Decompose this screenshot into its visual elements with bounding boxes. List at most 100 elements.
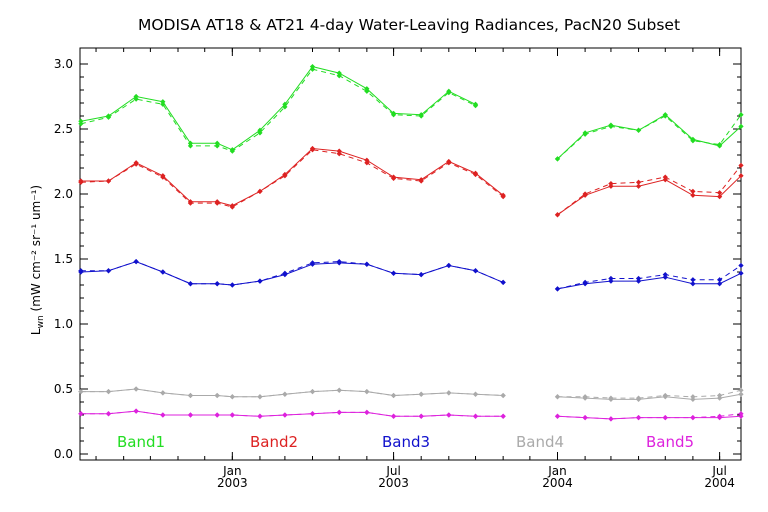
- series-band1: [78, 63, 744, 162]
- point-at21: [738, 162, 744, 169]
- point-at21: [418, 413, 424, 419]
- x-tick-year: 2003: [217, 476, 248, 490]
- point-at21: [78, 411, 84, 417]
- point-at21: [738, 411, 744, 417]
- point-at21: [133, 408, 139, 414]
- point-at18: [738, 391, 744, 397]
- point-at21: [105, 178, 112, 184]
- point-at21: [364, 88, 370, 94]
- y-axis-label-units: (mW cm⁻² sr⁻¹ um⁻¹): [29, 185, 43, 312]
- point-at21: [229, 394, 235, 400]
- point-at21: [554, 413, 561, 419]
- y-axis-label: Lwn (mW cm⁻² sr⁻¹ um⁻¹): [29, 185, 46, 335]
- point-at21: [418, 113, 424, 119]
- point-at21: [282, 104, 288, 110]
- point-at21: [690, 188, 696, 195]
- point-at21: [78, 268, 84, 274]
- point-at21: [364, 160, 370, 166]
- point-at21: [500, 193, 506, 200]
- point-at21: [446, 262, 452, 269]
- point-at21: [229, 204, 235, 210]
- point-at21: [105, 114, 112, 120]
- series-line-at21: [80, 410, 742, 420]
- point-at21: [78, 121, 84, 127]
- point-at21: [257, 188, 263, 195]
- legend-item-band2: Band2: [250, 433, 298, 451]
- point-at21: [472, 171, 479, 178]
- point-at21: [716, 277, 723, 283]
- point-at21: [554, 286, 561, 292]
- point-at21: [160, 412, 166, 418]
- series-line-at21: [80, 388, 742, 399]
- point-at18: [635, 183, 642, 189]
- point-at21: [554, 212, 561, 218]
- point-at21: [500, 413, 506, 419]
- point-at21: [282, 391, 288, 397]
- point-at21: [187, 200, 194, 206]
- point-at21: [582, 414, 588, 421]
- point-at21: [635, 414, 642, 421]
- point-at21: [446, 412, 452, 418]
- point-at21: [187, 412, 194, 418]
- point-at21: [336, 387, 342, 393]
- x-tick-month: Jan: [222, 464, 242, 478]
- y-tick-label: 0.5: [54, 382, 73, 396]
- point-at21: [257, 130, 263, 136]
- point-at21: [608, 275, 614, 282]
- point-at21: [105, 388, 112, 395]
- point-at21: [160, 101, 166, 107]
- point-at21: [390, 413, 397, 419]
- y-axis-label-sub: wn: [36, 315, 46, 328]
- point-at21: [472, 268, 479, 274]
- point-at21: [635, 275, 642, 282]
- point-at21: [554, 156, 561, 162]
- x-tick-month: Jan: [547, 464, 567, 478]
- point-at21: [446, 390, 452, 396]
- series-line-at21: [80, 68, 742, 160]
- legend: Band1 Band2 Band3 Band4 Band5: [117, 433, 694, 451]
- point-at21: [716, 190, 723, 196]
- point-at18: [738, 123, 744, 130]
- point-at21: [662, 174, 668, 180]
- point-at21: [214, 143, 220, 149]
- y-axis: 0.0 0.5 1.0 1.5 2.0 2.5 3.0: [54, 57, 741, 461]
- point-at21: [690, 138, 696, 144]
- point-at21: [690, 414, 696, 421]
- point-at21: [364, 409, 370, 416]
- point-at21: [336, 73, 342, 79]
- series-band4: [78, 386, 744, 403]
- point-at21: [78, 179, 84, 185]
- series-line-at21: [80, 149, 742, 216]
- point-at21: [133, 161, 139, 167]
- point-at21: [214, 200, 220, 206]
- point-at21: [500, 392, 506, 399]
- point-at21: [309, 388, 316, 395]
- point-at21: [738, 387, 744, 393]
- point-at18: [738, 270, 744, 276]
- point-at21: [336, 151, 342, 157]
- point-at21: [229, 148, 235, 154]
- point-at21: [500, 279, 506, 286]
- legend-item-band4: Band4: [516, 433, 564, 451]
- point-at21: [309, 66, 316, 72]
- point-at18: [716, 281, 723, 287]
- series-band3: [78, 258, 744, 292]
- point-at21: [608, 395, 614, 401]
- point-at21: [446, 160, 452, 166]
- point-at21: [472, 413, 479, 419]
- point-at18: [716, 193, 723, 200]
- point-at21: [133, 96, 139, 102]
- point-at21: [608, 416, 614, 422]
- series-group: [78, 63, 744, 422]
- point-at21: [635, 179, 642, 185]
- point-at21: [257, 413, 263, 419]
- point-at21: [282, 173, 288, 179]
- x-tick-month: Jul: [385, 464, 400, 478]
- point-at18: [690, 281, 696, 287]
- point-at21: [390, 112, 397, 118]
- point-at21: [78, 388, 84, 395]
- plot-frame: [79, 47, 742, 461]
- y-tick-label: 2.5: [54, 122, 73, 136]
- point-at21: [582, 131, 588, 137]
- point-at21: [187, 281, 194, 287]
